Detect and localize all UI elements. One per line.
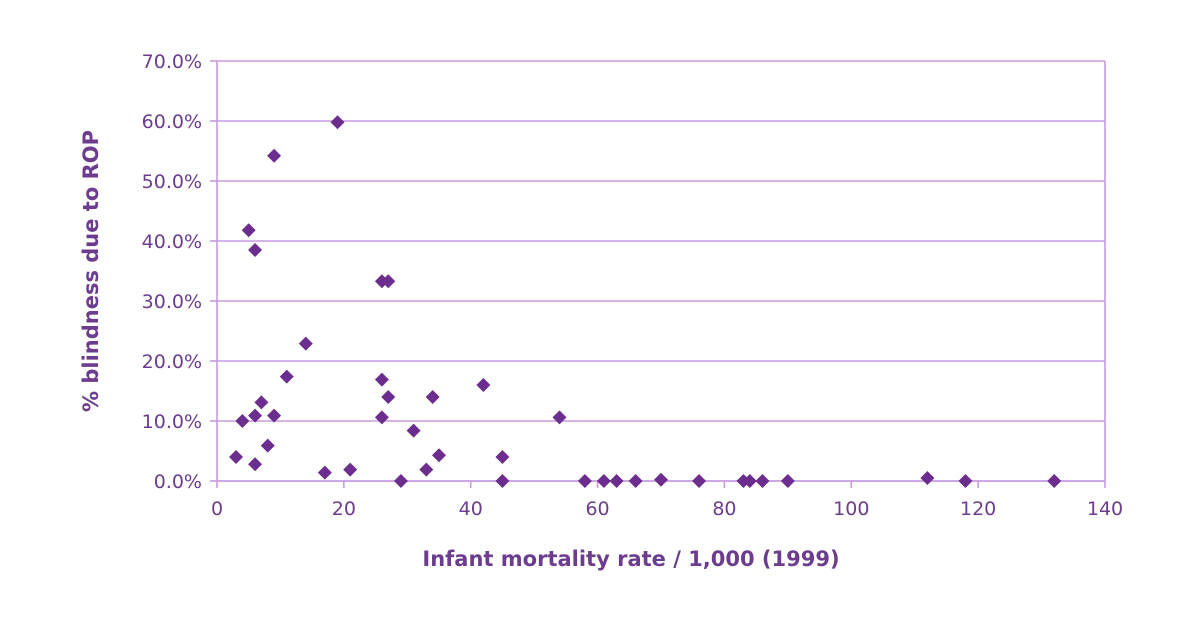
x-tick-label: 120 [960, 498, 996, 520]
y-axis-ticks: 0.0% 10.0% 20.0% 30.0% 40.0% 50.0% 60.0% 70.0% [142, 51, 217, 493]
data-point [609, 474, 624, 488]
data-point [235, 414, 250, 428]
x-tick-label: 80 [712, 498, 736, 520]
data-point [267, 408, 282, 423]
y-tick-label: 60.0% [142, 111, 202, 133]
data-point [495, 450, 510, 464]
data-point [654, 472, 668, 487]
y-tick-label: 40.0% [142, 231, 202, 253]
data-point [248, 457, 263, 472]
x-tick-label: 0 [211, 498, 223, 520]
plot-frame [216, 61, 1106, 482]
data-point [343, 462, 358, 477]
data-point [260, 438, 275, 453]
data-point [229, 450, 244, 464]
data-point [628, 474, 643, 488]
data-point [419, 462, 434, 477]
data-point [254, 395, 269, 410]
x-tick-label: 20 [332, 498, 356, 520]
y-tick-label: 70.0% [142, 51, 202, 73]
data-point [958, 474, 973, 488]
x-tick-label: 140 [1087, 498, 1123, 520]
data-point [393, 474, 408, 488]
data-point [241, 223, 256, 238]
data-point [317, 465, 332, 480]
data-point [1047, 474, 1062, 488]
y-tick-label: 20.0% [142, 351, 202, 373]
data-point [476, 378, 491, 392]
x-tick-label: 60 [585, 498, 609, 520]
data-point [780, 474, 795, 488]
y-tick-label: 50.0% [142, 171, 202, 193]
y-tick-label: 10.0% [142, 411, 202, 433]
data-point [755, 474, 770, 488]
y-axis-title: % blindness due to ROP [79, 130, 103, 412]
y-tick-label: 30.0% [142, 291, 202, 313]
data-point [330, 115, 345, 130]
data-point [267, 148, 282, 163]
data-point [495, 474, 510, 488]
data-point [248, 408, 263, 423]
data-point [381, 274, 396, 289]
data-point [279, 369, 294, 384]
data-points [229, 115, 1062, 488]
data-point [920, 471, 935, 485]
x-tick-label: 100 [833, 498, 869, 520]
x-tick-label: 40 [459, 498, 483, 520]
data-point [742, 474, 757, 488]
data-point [248, 243, 263, 257]
x-axis-title: Infant mortality rate / 1,000 (1999) [422, 547, 839, 571]
data-point [298, 336, 313, 351]
data-point [374, 410, 389, 425]
y-tick-label: 0.0% [154, 471, 202, 493]
gridlines [217, 60, 1105, 482]
data-point [692, 474, 707, 488]
data-point [596, 474, 611, 488]
data-point [425, 390, 440, 404]
data-point [552, 410, 567, 425]
data-point [406, 423, 421, 438]
data-point [374, 372, 389, 387]
data-point [577, 474, 592, 488]
data-point [432, 448, 446, 463]
data-point [381, 390, 396, 404]
x-axis-ticks: 0 20 40 60 80 100 120 140 [211, 481, 1123, 520]
